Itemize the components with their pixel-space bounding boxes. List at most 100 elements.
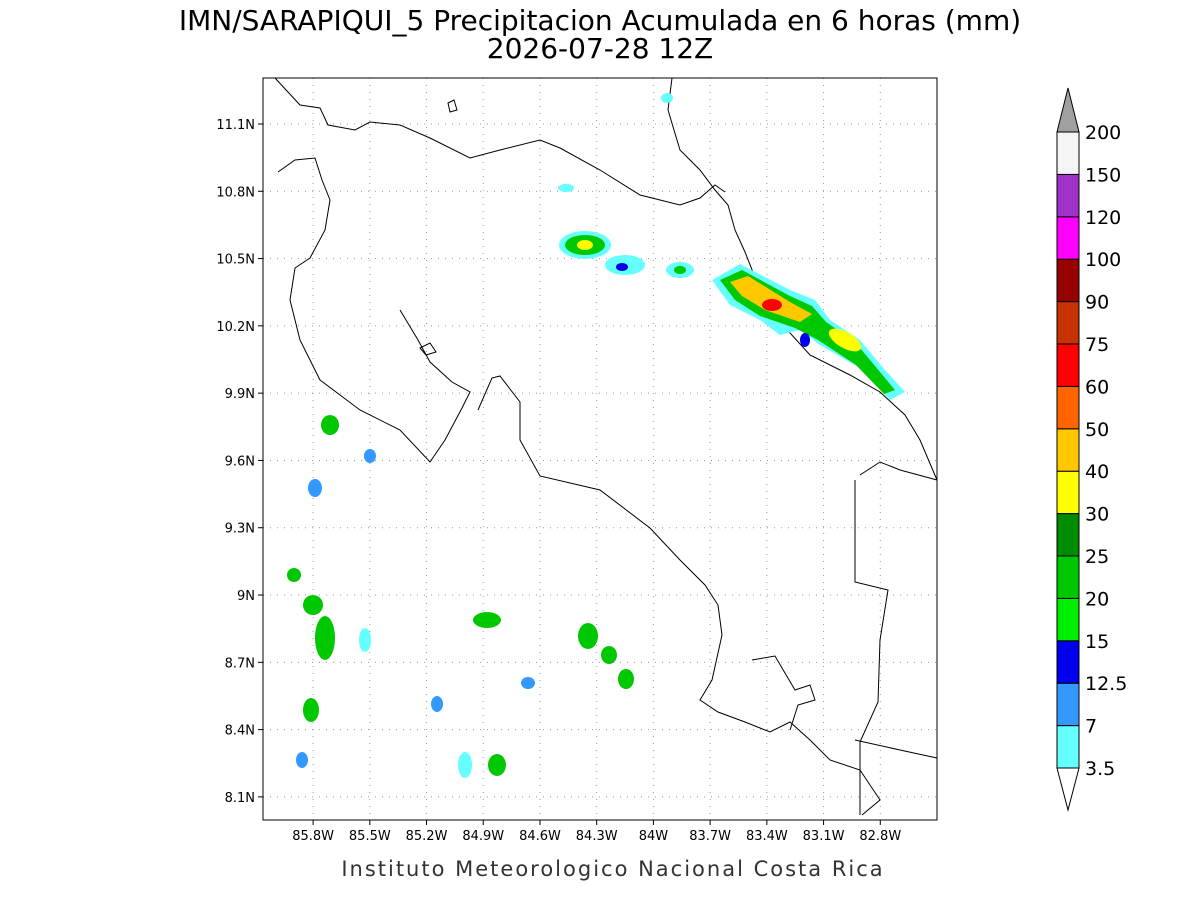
colorbar-box [1056, 131, 1080, 175]
rain-area [618, 669, 634, 689]
colorbar-label: 3.5 [1085, 758, 1115, 780]
x-tick-label: 85.5W [349, 829, 391, 844]
coastline [477, 375, 881, 816]
footer: Instituto Meteorologico Nacional Costa R… [341, 857, 884, 881]
colorbar-label: 200 [1085, 122, 1121, 144]
coastline [277, 157, 471, 463]
y-tick-label: 8.1N [225, 791, 255, 806]
colorbar-label: 25 [1085, 546, 1109, 568]
rain-area [577, 240, 593, 250]
colorbar-over [1056, 87, 1080, 133]
colorbar-box [1056, 555, 1080, 599]
coastline [854, 739, 938, 759]
y-tick-label: 10.8N [216, 185, 255, 200]
x-tick-label: 83.1W [803, 829, 845, 844]
colorbar-box [1056, 597, 1080, 642]
colorbar-box [1056, 173, 1080, 218]
rain-area [473, 612, 501, 628]
colorbar-label: 12.5 [1085, 673, 1127, 695]
x-tick-label: 85.2W [406, 829, 448, 844]
y-tick-label: 10.2N [216, 320, 255, 335]
colorbar-box [1056, 513, 1080, 557]
y-tick-label: 9N [237, 589, 255, 604]
colorbar-box [1056, 385, 1080, 430]
colorbar-box [1056, 682, 1080, 727]
colorbar-box [1056, 428, 1080, 472]
coastline [751, 655, 816, 731]
x-tick-label: 83.7W [689, 829, 731, 844]
subtitle: 2026-07-28 12Z [487, 32, 713, 65]
x-tick-label: 85.8W [292, 829, 334, 844]
x-tick-label: 84.3W [576, 829, 618, 844]
colorbar-label: 40 [1085, 461, 1109, 483]
colorbar-label: 60 [1085, 376, 1109, 398]
colorbar-label: 30 [1085, 504, 1109, 526]
colorbar-label: 15 [1085, 631, 1109, 653]
grid: 85.8W 85.5W 85.2W 84.9W 84.6W 84.3W 84W 83.7W 83… [216, 78, 937, 844]
colorbar-label: 100 [1085, 249, 1121, 271]
border [854, 480, 889, 815]
colorbar: 3.5 7 12.5 15 20 25 30 40 50 60 75 90 100 120 150 200 [1056, 87, 1127, 812]
coastlines [274, 77, 938, 816]
x-tick-label: 84.9W [462, 829, 504, 844]
rain-area [661, 93, 673, 103]
coastline [859, 461, 938, 481]
y-tick-label: 11.1N [216, 118, 255, 133]
colorbar-box [1056, 725, 1080, 769]
colorbar-label: 90 [1085, 292, 1109, 314]
rain-area [762, 299, 782, 311]
colorbar-label: 20 [1085, 588, 1109, 610]
rain-area [458, 752, 472, 778]
rain-area [303, 595, 323, 615]
y-tick-label: 10.5N [216, 253, 255, 268]
colorbar-label: 50 [1085, 419, 1109, 441]
rain-area [364, 449, 376, 463]
y-tick-label: 8.7N [225, 656, 255, 671]
rain-area [303, 698, 319, 722]
colorbar-label: 7 [1085, 716, 1097, 738]
rain-area [359, 628, 371, 652]
rain-area [521, 677, 535, 689]
rain-area [287, 568, 301, 582]
map-frame [262, 77, 938, 821]
colorbar-box [1056, 640, 1080, 684]
colorbar-box [1056, 301, 1080, 345]
y-tick-label: 9.9N [225, 387, 255, 402]
colorbar-label: 150 [1085, 164, 1121, 186]
rain-area [488, 754, 506, 776]
y-tick-label: 9.6N [225, 454, 255, 469]
y-tick-label: 8.4N [225, 724, 255, 739]
island [447, 99, 458, 113]
colorbar-box [1056, 216, 1080, 260]
x-tick-label: 84W [639, 829, 669, 844]
colorbar-under [1056, 767, 1080, 812]
coastline [274, 77, 726, 206]
coastline [667, 77, 938, 481]
colorbar-label: 75 [1085, 334, 1109, 356]
rain-area [674, 266, 686, 274]
rain-area [308, 479, 322, 497]
rain-area [616, 263, 628, 271]
colorbar-label: 120 [1085, 207, 1121, 229]
title: IMN/SARAPIQUI_5 Precipitacion Acumulada … [179, 4, 1021, 37]
rain-area [321, 415, 339, 435]
rain-area [800, 333, 810, 347]
colorbar-box [1056, 258, 1080, 303]
rain-area [558, 184, 574, 192]
rain-area [315, 616, 335, 660]
y-tick-label: 9.3N [225, 522, 255, 537]
colorbar-box [1056, 343, 1080, 387]
x-tick-label: 84.6W [519, 829, 561, 844]
rain-area [601, 646, 617, 664]
rain-area [730, 276, 812, 322]
rain-area [828, 328, 862, 352]
island [419, 342, 437, 356]
x-tick-label: 83.4W [746, 829, 788, 844]
rain-area [296, 752, 308, 768]
rain-area [578, 623, 598, 649]
colorbar-box [1056, 470, 1080, 515]
x-tick-label: 82.8W [859, 829, 901, 844]
rain-area [431, 696, 443, 712]
precipitation [287, 93, 905, 778]
